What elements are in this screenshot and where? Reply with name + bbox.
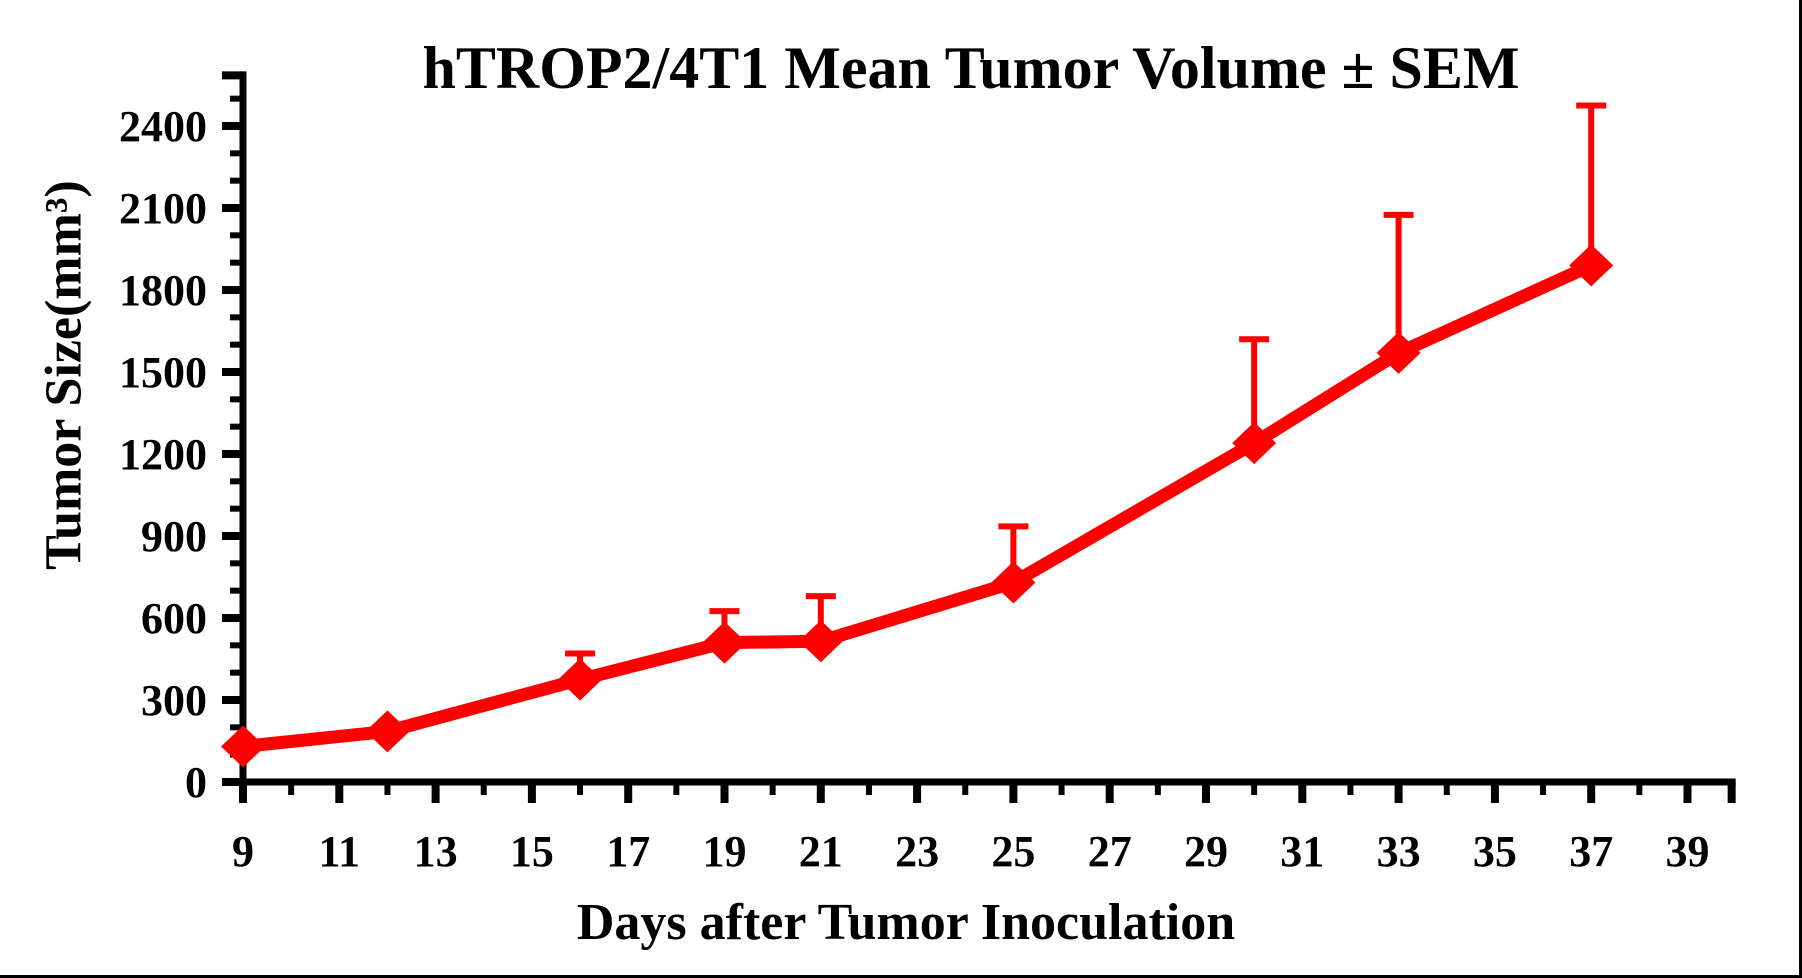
chart-title: hTROP2/4T1 Mean Tumor Volume ± SEM [422, 35, 1520, 101]
tick-label: 27 [1088, 827, 1132, 876]
tick-label: 11 [319, 827, 361, 876]
tick-label: 600 [141, 594, 207, 643]
tick-label: 1800 [119, 266, 207, 315]
tick-label: 35 [1473, 827, 1517, 876]
tick-label: 9 [232, 827, 254, 876]
x-axis-title: Days after Tumor Inoculation [576, 894, 1236, 951]
tick-label: 39 [1666, 827, 1710, 876]
data-point-marker [1569, 244, 1614, 287]
data-point-marker [798, 620, 843, 663]
data-point-marker [1376, 331, 1421, 374]
tick-label: 29 [1184, 827, 1228, 876]
tick-label: 25 [991, 827, 1035, 876]
tick-label: 0 [185, 758, 207, 807]
data-point-marker [365, 710, 410, 753]
tick-label: 19 [703, 827, 747, 876]
tick-label: 15 [510, 827, 554, 876]
data-point-marker [702, 621, 747, 664]
data-point-marker [558, 658, 603, 701]
tick-label: 1500 [119, 348, 207, 397]
tick-label: 31 [1280, 827, 1324, 876]
data-point-marker [991, 561, 1036, 604]
tick-label: 23 [895, 827, 939, 876]
tick-label: 2100 [119, 184, 207, 233]
data-point-marker [221, 725, 265, 768]
tick-label: 33 [1377, 827, 1421, 876]
data-point-marker [1232, 422, 1277, 465]
series-line [242, 259, 1594, 753]
tick-label: 1200 [119, 430, 207, 479]
tick-label: 13 [414, 827, 458, 876]
tick-label: 17 [606, 827, 650, 876]
tick-label: 300 [141, 676, 207, 725]
tick-label: 37 [1569, 827, 1613, 876]
tick-label: 2400 [119, 102, 207, 151]
tick-label: 900 [141, 512, 207, 561]
tick-label: 21 [799, 827, 843, 876]
